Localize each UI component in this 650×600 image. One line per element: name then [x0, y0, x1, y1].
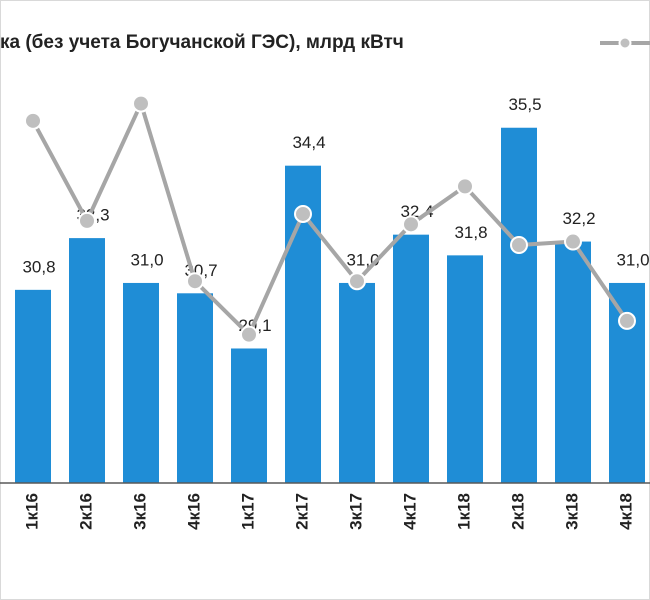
- line-point: [186, 272, 204, 291]
- line-point: [132, 94, 150, 113]
- x-tick-label: 2к18: [508, 493, 527, 530]
- value-label: 35,5: [508, 95, 541, 114]
- x-tick-label: 4к16: [184, 493, 203, 530]
- line-point: [618, 311, 636, 330]
- bar: [393, 234, 429, 483]
- value-label: 32,2: [562, 209, 595, 228]
- line-series: [31, 97, 629, 339]
- bar: [123, 282, 159, 483]
- value-label: 31,8: [454, 223, 487, 242]
- x-tick-label: 1к17: [238, 493, 257, 530]
- line-point: [24, 111, 42, 130]
- bar: [69, 238, 105, 483]
- value-label: 31,0: [130, 250, 163, 269]
- legend-marker: [600, 36, 650, 50]
- x-tick-label: 1к16: [22, 493, 41, 530]
- legend-dot: [618, 36, 632, 50]
- bar: [339, 282, 375, 483]
- x-tick-label: 3к16: [130, 493, 149, 530]
- bar: [447, 255, 483, 483]
- line-point: [402, 215, 420, 234]
- x-tick-label: 4к18: [616, 493, 635, 530]
- x-tick-label: 2к16: [76, 493, 95, 530]
- bar: [555, 241, 591, 483]
- x-tick-label: 4к17: [400, 493, 419, 530]
- x-tick-label: 3к17: [346, 493, 365, 530]
- line-point: [348, 272, 366, 291]
- value-label: 30,8: [22, 257, 55, 276]
- line-point: [78, 211, 96, 230]
- chart-title: ка (без учета Богучанской ГЭС), млрд кВт…: [0, 32, 404, 53]
- bar: [177, 293, 213, 483]
- bar: [501, 127, 537, 483]
- line-point: [294, 204, 312, 223]
- value-label: 34,4: [292, 133, 325, 152]
- line-point: [240, 325, 258, 344]
- line-point: [564, 232, 582, 251]
- x-tick-label: 2к17: [292, 493, 311, 530]
- x-tick-label: 1к18: [454, 493, 473, 530]
- line-point: [510, 236, 528, 255]
- value-label: 31,0: [616, 250, 649, 269]
- x-tick-label: 3к18: [562, 493, 581, 530]
- bar: [231, 348, 267, 483]
- bar: [15, 289, 51, 483]
- line-point: [456, 177, 474, 196]
